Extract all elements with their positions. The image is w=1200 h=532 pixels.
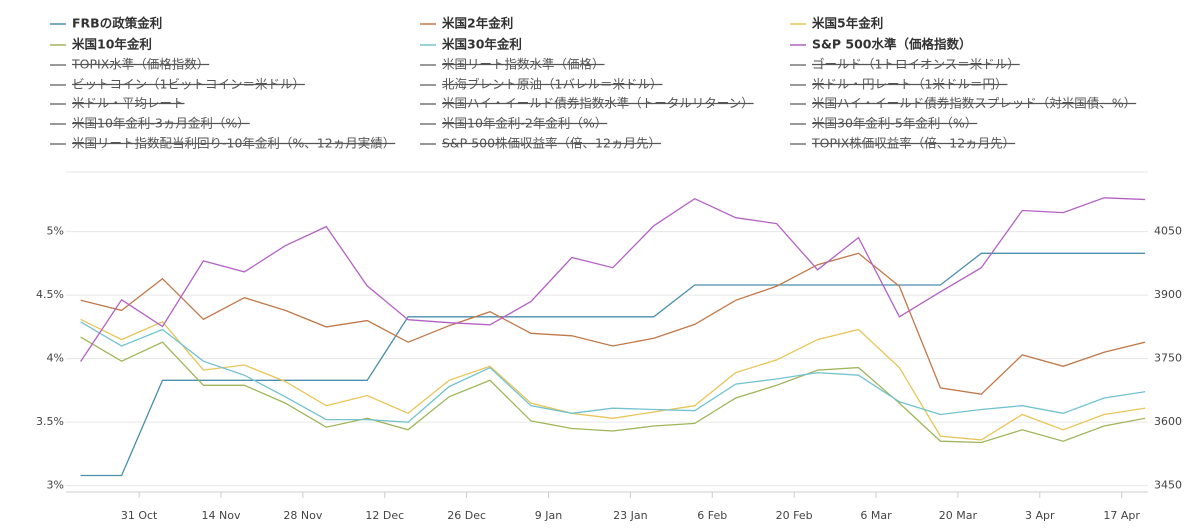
- legend-item[interactable]: 米国リート指数配当利回り-10年金利（%、12ヵ月実績）: [72, 136, 395, 151]
- y-tick-label: 3.5%: [36, 415, 64, 428]
- x-tick-label: 12 Dec: [365, 509, 404, 522]
- series-line: [80, 252, 1146, 477]
- legend-item[interactable]: TOPIX株価収益率（倍、12ヵ月先）: [811, 136, 1015, 151]
- legend-item[interactable]: 米国5年金利: [811, 16, 883, 31]
- legend-item[interactable]: 米国ハイ・イールド債券指数スプレッド（対米国債、%）: [812, 96, 1136, 111]
- y2-tick-label: 3750: [1154, 352, 1182, 365]
- y-tick-label: 5%: [47, 225, 64, 238]
- x-tick-label: 6 Mar: [860, 509, 892, 522]
- legend-item[interactable]: 米国ハイ・イールド債券指数水準（トータルリターン）: [442, 96, 754, 111]
- series-line: [80, 321, 1146, 423]
- legend-item[interactable]: 米ドル・円レート（1米ドル＝円）: [812, 77, 1007, 92]
- legend-item[interactable]: ビットコイン（1ビットコイン＝米ドル）: [72, 77, 305, 92]
- x-tick-label: 3 Apr: [1025, 509, 1055, 522]
- legend-item[interactable]: 米国10年金利-2年金利（%）: [442, 116, 607, 131]
- x-tick-label: 28 Nov: [283, 509, 322, 522]
- legend-item[interactable]: S&P 500水準（価格指数）: [812, 37, 972, 52]
- legend-item[interactable]: 米国30年金利-5年金利（%）: [812, 116, 977, 131]
- x-tick-label: 31 Oct: [121, 509, 158, 522]
- legend-item[interactable]: FRBの政策金利: [72, 16, 162, 31]
- legend-item[interactable]: 米ドル・平均レート: [72, 96, 185, 111]
- legend-item[interactable]: 米国リート指数水準（価格）: [442, 57, 605, 72]
- x-tick-label: 6 Feb: [697, 509, 727, 522]
- x-tick-label: 20 Feb: [776, 509, 813, 522]
- x-tick-label: 17 Apr: [1103, 509, 1140, 522]
- y-tick-label: 3%: [47, 479, 64, 492]
- series-line: [80, 318, 1146, 441]
- y2-tick-label: 4050: [1154, 225, 1182, 238]
- legend-item[interactable]: S&P 500株価収益率（倍、12ヵ月先）: [442, 136, 661, 151]
- y2-tick-label: 3900: [1154, 288, 1182, 301]
- legend-item[interactable]: 米国2年金利: [441, 16, 513, 31]
- legend-item[interactable]: 北海ブレント原油（1バレル＝米ドル）: [442, 77, 662, 92]
- x-tick-label: 26 Dec: [447, 509, 486, 522]
- legend-item[interactable]: ゴールド（1トロイオンス＝米ドル）: [812, 57, 1020, 72]
- legend-item[interactable]: 米国10年金利-3ヵ月金利（%）: [72, 116, 250, 131]
- series-line: [80, 197, 1146, 362]
- x-tick-label: 14 Nov: [202, 509, 241, 522]
- series-line: [80, 252, 1146, 395]
- y2-tick-label: 3600: [1154, 415, 1182, 428]
- y-tick-label: 4.5%: [36, 288, 64, 301]
- x-tick-label: 23 Jan: [613, 509, 647, 522]
- legend-item[interactable]: 米国10年金利: [71, 37, 152, 52]
- y-tick-label: 4%: [47, 352, 64, 365]
- legend-item[interactable]: TOPIX水準（価格指数）: [71, 57, 209, 72]
- x-tick-label: 9 Jan: [535, 509, 562, 522]
- series-line: [80, 336, 1146, 444]
- x-tick-label: 20 Mar: [939, 509, 978, 522]
- y2-tick-label: 3450: [1154, 479, 1182, 492]
- legend-item[interactable]: 米国30年金利: [441, 37, 522, 52]
